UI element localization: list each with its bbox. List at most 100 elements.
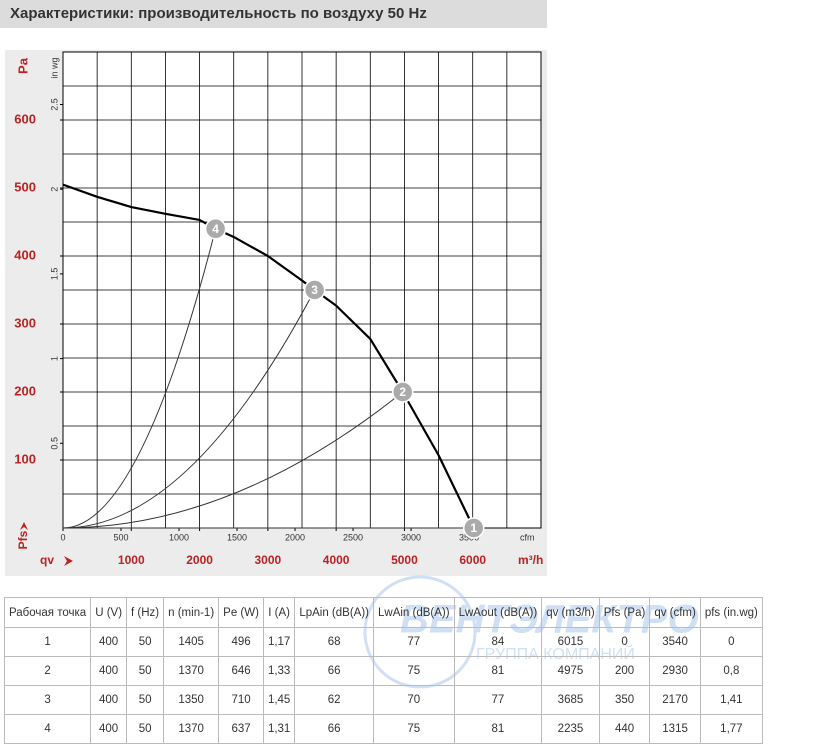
x-tick-label: 1000 [118, 553, 145, 567]
table-cell: LpAin (dB(A)) [294, 597, 374, 628]
table-cell: 50 [126, 685, 165, 715]
table-cell: 2170 [649, 685, 701, 715]
table-row: Рабочая точка U (V) f (Hz) n (min-1) Pe (W) I… [3, 597, 763, 628]
table-cell: qv (cfm) [649, 597, 701, 628]
table-cell: 62 [294, 685, 374, 715]
table-cell: Pfs (Pa) [598, 597, 651, 628]
table-cell: 646 [218, 656, 264, 686]
operating-point [204, 218, 227, 240]
table-row: 2 400 50 1370 646 1,33 66 75 81 4975 200 2930 0,8 [3, 656, 763, 686]
table-cell: n (min-1) [163, 597, 220, 628]
table-cell: qv (m3/h) [541, 597, 600, 628]
table-cell: 400 [90, 656, 128, 686]
x2-unit: cfm [520, 532, 535, 542]
page-title: Характеристики: производительность по во… [10, 5, 427, 22]
table-cell: 66 [294, 656, 374, 686]
y-tick-label: 400 [14, 247, 36, 262]
x2-tick-label: 1500 [227, 532, 247, 542]
table-cell: 710 [218, 685, 264, 715]
table-cell: 400 [90, 627, 128, 657]
x2-tick-label: 0 [60, 532, 65, 542]
x2-tick-label: 1000 [169, 532, 189, 542]
table-cell: 70 [373, 685, 455, 715]
operating-point-label: 2 [399, 385, 406, 399]
table-cell: 0 [699, 627, 763, 657]
table-cell: 81 [453, 656, 543, 686]
arrow [64, 556, 73, 566]
table-cell: 2 [3, 656, 92, 686]
operating-point-label: 4 [212, 222, 219, 236]
table-cell: 350 [598, 685, 651, 715]
table-cell: 0 [598, 627, 651, 657]
operating-point [391, 381, 414, 403]
y2-axis-label: in wg [49, 57, 59, 78]
table-cell: 1405 [163, 627, 220, 657]
table-cell: 84 [453, 627, 543, 657]
operating-point [303, 279, 326, 301]
table-cell: 68 [294, 627, 374, 657]
data-table: Рабочая точка U (V) f (Hz) n (min-1) Pe (W) I… [3, 597, 763, 744]
table-cell: 77 [373, 627, 455, 657]
table-cell: 50 [126, 656, 165, 686]
table-cell: 400 [90, 685, 128, 715]
y2-tick-label: 0.5 [49, 437, 59, 450]
table-cell: 77 [453, 685, 543, 715]
header-bar: Характеристики: производительность по во… [0, 0, 547, 28]
grid [63, 52, 541, 528]
table-cell: 1,17 [262, 627, 296, 657]
table-cell: LwAout (dB(A)) [453, 597, 543, 628]
x-tick-label: 2000 [186, 553, 213, 567]
table-cell: 1,41 [699, 685, 763, 715]
table-cell: pfs (in.wg) [699, 597, 763, 628]
table-cell: 1370 [163, 714, 220, 744]
table-cell: 1,45 [262, 685, 296, 715]
table-cell: I (A) [262, 597, 296, 628]
table-cell: 81 [453, 714, 543, 744]
y2-tick-label: 1 [49, 356, 59, 361]
table-cell: 6015 [541, 627, 600, 657]
table-cell: U (V) [90, 597, 128, 628]
y-tick-label: 600 [14, 111, 36, 126]
table-cell: 50 [126, 714, 165, 744]
x2-tick-label: 3000 [401, 532, 421, 542]
table-cell: 1,33 [262, 656, 296, 686]
y2-tick-label: 2.5 [49, 98, 59, 111]
table-cell: 496 [218, 627, 264, 657]
table-cell: 1,31 [262, 714, 296, 744]
x-tick-label: 3000 [255, 553, 282, 567]
table-cell: 4975 [541, 656, 600, 686]
x-tick-label: 6000 [459, 553, 486, 567]
operating-point [462, 517, 485, 539]
operating-point-label: 1 [470, 521, 477, 535]
table-cell: Pe (W) [218, 597, 264, 628]
x-axis-label: qv [40, 553, 54, 567]
table-cell: 75 [373, 714, 455, 744]
table-cell: 1315 [649, 714, 701, 744]
table-cell: 2930 [649, 656, 701, 686]
system-curve [62, 391, 404, 529]
system-curve [62, 228, 217, 529]
table-cell: 2235 [541, 714, 600, 744]
table-row: 1 400 50 1405 496 1,17 68 77 84 6015 0 3540 0 [3, 627, 763, 657]
y2-tick-label: 2 [49, 187, 59, 192]
y-tick-label: 500 [14, 179, 36, 194]
table-cell: 3685 [541, 685, 600, 715]
x-unit: m³/h [518, 553, 543, 567]
arrow [20, 522, 28, 530]
pfs-label: Pfs [16, 530, 30, 549]
y-tick-label: 300 [14, 315, 36, 330]
table-cell: f (Hz) [126, 597, 165, 628]
table-cell: 3540 [649, 627, 701, 657]
x2-tick-label: 500 [113, 532, 128, 542]
x2-tick-label: 2500 [343, 532, 363, 542]
table-cell: 400 [90, 714, 128, 744]
x-tick-label: 4000 [323, 553, 350, 567]
table-cell: Рабочая точка [3, 597, 92, 628]
x-tick-label: 5000 [391, 553, 418, 567]
y2-tick-label: 1.5 [49, 268, 59, 281]
table-cell: 75 [373, 656, 455, 686]
table-cell: 637 [218, 714, 264, 744]
table-cell: LwAin (dB(A)) [373, 597, 455, 628]
